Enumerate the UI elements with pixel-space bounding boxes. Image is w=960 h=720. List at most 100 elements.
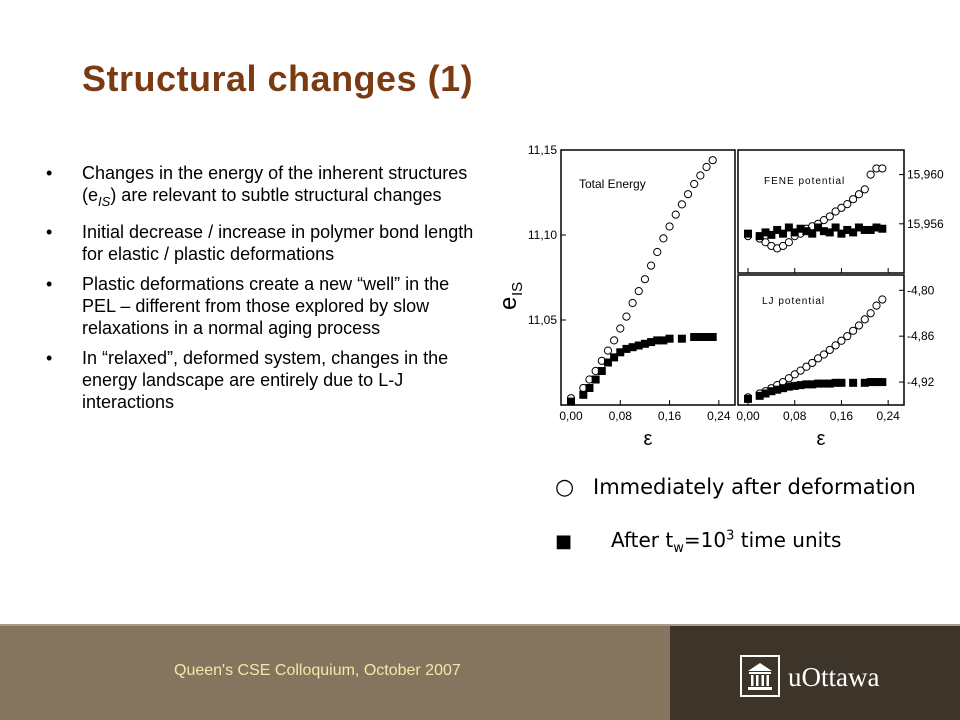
data-point-filled-square [622, 344, 631, 353]
filled-square-icon: ■ [555, 531, 573, 552]
bullet-item: • Plastic deformations create a new “wel… [46, 273, 478, 339]
data-point-filled-square [634, 341, 643, 350]
data-point-open-circle [796, 366, 805, 375]
data-point-open-circle [837, 336, 846, 345]
university-logo-text: uOttawa [788, 662, 880, 692]
data-point-open-circle [802, 362, 811, 371]
data-point-open-circle [761, 238, 770, 247]
data-point-filled-square [603, 358, 612, 367]
data-point-open-circle [866, 309, 875, 318]
data-point-filled-square [773, 225, 782, 234]
y-tick-label: 15,960 [907, 168, 944, 182]
data-point-filled-square [616, 348, 625, 357]
data-point-open-circle [677, 200, 686, 209]
y-tick-label: 11,15 [528, 143, 557, 157]
data-point-filled-square [767, 230, 776, 239]
data-point-filled-square [872, 378, 881, 387]
y-tick-label: 11,10 [528, 228, 557, 242]
data-point-open-circle [702, 162, 711, 172]
x-tick-label: 0,16 [830, 409, 854, 423]
legend-open-label: Immediately after deformation [593, 475, 916, 499]
data-point-filled-square [761, 389, 770, 398]
data-point-filled-square [825, 379, 834, 388]
data-point-filled-square [854, 223, 863, 232]
data-point-open-circle [878, 164, 887, 173]
x-tick-label: 0,16 [658, 409, 682, 423]
data-point-filled-square [690, 333, 699, 341]
data-point-filled-square [837, 378, 846, 387]
panel-title: Total Energy [579, 177, 646, 191]
x-tick-label: 0,24 [876, 409, 900, 423]
data-point-open-circle [813, 354, 823, 363]
data-point-open-circle [866, 170, 875, 179]
data-point-open-circle [683, 190, 693, 199]
data-point-filled-square [878, 378, 887, 387]
data-point-filled-square [790, 228, 799, 237]
data-point-filled-square [708, 333, 717, 341]
bullet-text: In “relaxed”, deformed system, changes i… [82, 347, 449, 412]
data-point-filled-square [767, 387, 776, 396]
data-point-open-circle [808, 358, 817, 368]
bullet-text: Plastic deformations create a new “well”… [82, 273, 450, 338]
data-point-filled-square [591, 375, 600, 384]
data-point-open-circle [696, 171, 705, 180]
data-point-filled-square [647, 338, 656, 347]
university-building-icon [740, 655, 780, 697]
data-point-filled-square [808, 380, 817, 389]
data-point-filled-square [802, 380, 811, 389]
x-tick-label: 0,00 [559, 409, 583, 423]
data-point-filled-square [796, 224, 805, 233]
data-point-open-circle [659, 234, 668, 243]
data-point-open-circle [665, 222, 674, 231]
data-point-open-circle [640, 275, 650, 284]
data-point-open-circle [610, 336, 619, 345]
data-point-filled-square [610, 353, 619, 362]
x-tick-label: 0,00 [736, 409, 760, 423]
data-point-filled-square [866, 378, 875, 387]
x-tick-label: 0,08 [609, 409, 633, 423]
bullet-item: • Initial decrease / increase in polymer… [46, 221, 478, 265]
legend-filled-sup: 3 [726, 528, 735, 544]
open-circle-icon: ○ [555, 475, 575, 500]
data-point-filled-square [653, 336, 662, 345]
x-axis-label: ε [644, 428, 653, 450]
y-tick-label: 15,956 [907, 217, 944, 231]
data-point-filled-square [796, 381, 805, 390]
data-point-open-circle [784, 374, 793, 383]
data-point-open-circle [825, 212, 834, 221]
data-point-open-circle [671, 210, 680, 219]
data-point-filled-square [744, 394, 752, 403]
data-point-open-circle [646, 261, 656, 270]
bullet-text: Changes in the energy of the inherent st… [82, 163, 468, 205]
data-point-open-circle [825, 345, 834, 355]
data-point-filled-square [814, 223, 823, 232]
data-point-open-circle [653, 247, 662, 257]
bullet-item: • Changes in the energy of the inherent … [46, 162, 478, 213]
bullet-item: • In “relaxed”, deformed system, changes… [46, 347, 478, 413]
data-point-filled-square [659, 336, 668, 345]
data-point-filled-square [702, 333, 711, 341]
data-point-filled-square [860, 225, 869, 234]
data-point-filled-square [837, 229, 846, 238]
data-point-open-circle [690, 179, 699, 189]
bullet-text-tail: ) are relevant to subtle structural chan… [110, 185, 442, 205]
data-point-filled-square [784, 223, 793, 232]
slide-title: Structural changes (1) [82, 58, 474, 99]
legend-filled-square: ■ After tw=103 time units [555, 528, 945, 556]
data-point-open-circle [831, 207, 840, 216]
data-point-open-circle [843, 200, 852, 209]
y-tick-label: 11,05 [528, 313, 557, 327]
charts-figure: Total Energy 11,05 11,10 11,15 0,00 0,08 0,16 0… [495, 143, 944, 450]
bullet-dot: • [46, 347, 53, 368]
data-point-open-circle [622, 312, 631, 321]
footer-caption: Queen's CSE Colloquium, October 2007 [174, 662, 461, 679]
data-point-filled-square [755, 391, 764, 400]
data-point-filled-square [808, 229, 817, 238]
data-point-filled-square [819, 227, 828, 236]
data-point-open-circle [849, 326, 858, 335]
footer-divider [0, 624, 960, 626]
data-point-open-circle [708, 156, 717, 165]
data-point-open-circle [603, 346, 613, 355]
data-point-filled-square [849, 228, 858, 237]
data-point-open-circle [831, 341, 840, 350]
